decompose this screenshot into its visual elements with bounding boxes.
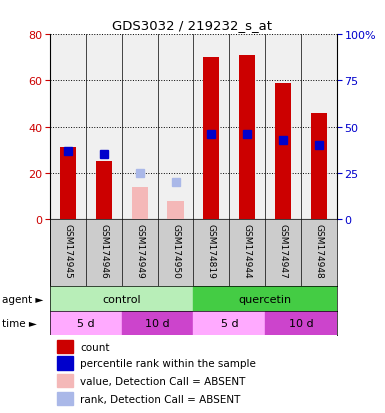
Text: agent ►: agent ► [2,294,43,304]
Bar [57,340,73,354]
Text: 5 d: 5 d [221,318,238,328]
Text: GSM174950: GSM174950 [171,223,180,278]
Text: time ►: time ► [2,318,37,328]
Text: 10 d: 10 d [145,318,170,328]
Text: GDS3032 / 219232_s_at: GDS3032 / 219232_s_at [112,19,273,32]
Bar [239,56,255,220]
Text: control: control [102,294,141,304]
Bar [57,392,73,405]
Text: 5 d: 5 d [77,318,95,328]
Bar [275,83,291,220]
Bar [50,311,122,335]
Text: GSM174948: GSM174948 [315,223,323,278]
Bar [203,58,219,220]
Bar [265,311,337,335]
Bar [193,311,265,335]
Bar [50,287,193,311]
Text: rank, Detection Call = ABSENT: rank, Detection Call = ABSENT [80,394,241,404]
Text: quercetin: quercetin [239,294,292,304]
Text: GSM174949: GSM174949 [135,223,144,278]
Bar [57,356,73,370]
Bar [122,311,193,335]
Text: GSM174944: GSM174944 [243,223,252,278]
Text: value, Detection Call = ABSENT: value, Detection Call = ABSENT [80,376,246,386]
Bar [57,374,73,387]
Text: percentile rank within the sample: percentile rank within the sample [80,358,256,368]
Text: 10 d: 10 d [289,318,313,328]
Text: GSM174946: GSM174946 [99,223,108,278]
Bar [60,148,76,220]
Text: count: count [80,342,110,352]
Bar [167,201,184,220]
Bar [132,188,148,220]
Text: GSM174945: GSM174945 [64,223,72,278]
Bar [311,114,327,220]
Text: GSM174947: GSM174947 [279,223,288,278]
Text: GSM174819: GSM174819 [207,223,216,278]
Bar [96,162,112,220]
Bar [193,287,337,311]
